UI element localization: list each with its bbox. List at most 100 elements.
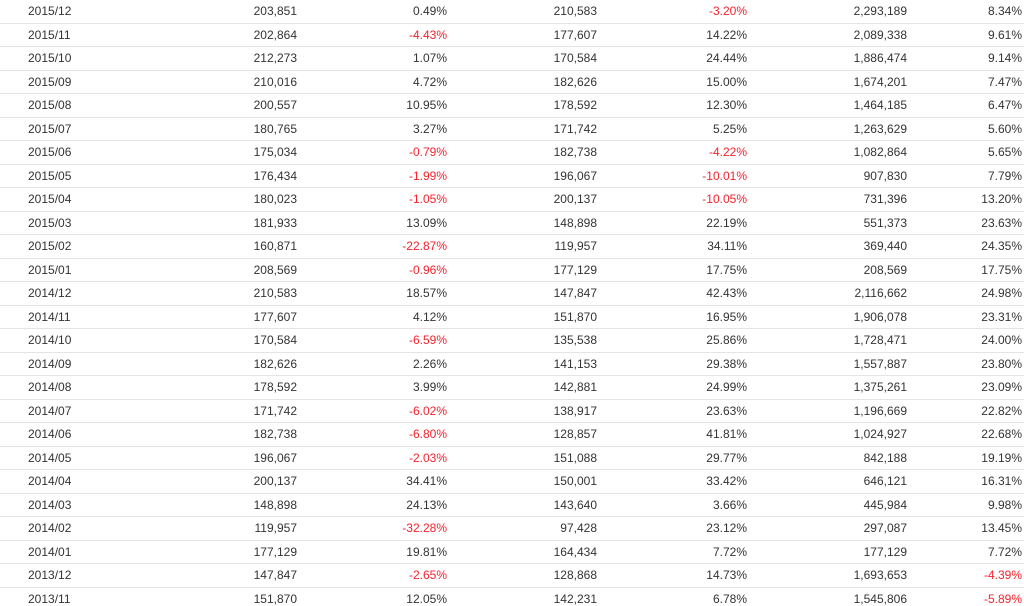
change-a-cell: -6.80% xyxy=(299,422,449,446)
value-b-cell: 210,583 xyxy=(449,0,599,23)
value-b-cell: 119,957 xyxy=(449,234,599,258)
value-b-cell: 182,626 xyxy=(449,69,599,94)
cumulative-change-cell: 23.09% xyxy=(909,375,1024,399)
month-cell: 2014/04 xyxy=(0,469,100,493)
cumulative-change-cell: -5.89% xyxy=(909,586,1024,606)
value-b-cell: 143,640 xyxy=(449,492,599,517)
cumulative-cell: 1,728,471 xyxy=(749,328,909,352)
month-cell: 2014/03 xyxy=(0,492,100,517)
cumulative-change-cell: 5.60% xyxy=(909,116,1024,141)
month-cell: 2014/10 xyxy=(0,328,100,352)
value-a-cell: 182,626 xyxy=(100,351,299,376)
month-cell: 2015/11 xyxy=(0,22,100,47)
change-b-cell: 23.12% xyxy=(599,516,749,540)
value-b-cell: 97,428 xyxy=(449,516,599,540)
table-row: 2014/01 177,129 19.81% 164,434 7.72% 177,129 7… xyxy=(0,539,1024,564)
cumulative-cell: 1,545,806 xyxy=(749,586,909,606)
month-label: 2014/02 xyxy=(28,521,72,536)
change-b-cell: 5.25% xyxy=(599,116,749,141)
cumulative-cell: 445,984 xyxy=(749,492,909,517)
change-b-cell: -10.01% xyxy=(599,163,749,188)
cumulative-cell: 1,557,887 xyxy=(749,351,909,376)
cumulative-change-cell: 8.34% xyxy=(909,0,1024,23)
value-b-cell: 196,067 xyxy=(449,163,599,188)
value-b-cell: 142,881 xyxy=(449,375,599,399)
value-a-cell: 180,023 xyxy=(100,187,299,211)
month-label: 2014/10 xyxy=(28,333,72,348)
month-label: 2015/12 xyxy=(28,4,72,19)
table-row: 2013/11 151,870 12.05% 142,231 6.78% 1,545,80… xyxy=(0,586,1024,606)
month-label: 2015/02 xyxy=(28,239,72,254)
cumulative-change-cell: 17.75% xyxy=(909,257,1024,282)
value-a-cell: 210,016 xyxy=(100,69,299,94)
month-cell: 2013/12 xyxy=(0,563,100,587)
cumulative-cell: 907,830 xyxy=(749,163,909,188)
table-row: 2015/02 160,871 -22.87% 119,957 34.11% 369,44… xyxy=(0,234,1024,258)
cumulative-cell: 1,693,653 xyxy=(749,563,909,587)
month-label: 2014/01 xyxy=(28,544,72,559)
value-a-cell: 210,583 xyxy=(100,281,299,305)
value-b-cell: 151,870 xyxy=(449,304,599,329)
value-b-cell: 142,231 xyxy=(449,586,599,606)
table-row: 2015/07 180,765 3.27% 171,742 5.25% 1,263,629… xyxy=(0,116,1024,141)
month-label: 2015/07 xyxy=(28,121,72,136)
change-a-cell: 4.72% xyxy=(299,69,449,94)
cumulative-cell: 1,263,629 xyxy=(749,116,909,141)
value-a-cell: 182,738 xyxy=(100,422,299,446)
table-row: 2015/10 212,273 1.07% 170,584 24.44% 1,886,47… xyxy=(0,46,1024,70)
change-a-cell: 10.95% xyxy=(299,93,449,117)
cumulative-cell: 1,464,185 xyxy=(749,93,909,117)
value-a-cell: 147,847 xyxy=(100,563,299,587)
value-a-cell: 171,742 xyxy=(100,398,299,423)
month-label: 2015/09 xyxy=(28,74,72,89)
month-label: 2014/07 xyxy=(28,403,72,418)
month-cell: 2015/09 xyxy=(0,69,100,94)
value-b-cell: 164,434 xyxy=(449,539,599,564)
cumulative-change-cell: 7.72% xyxy=(909,539,1024,564)
month-cell: 2014/05 xyxy=(0,445,100,470)
change-a-cell: 19.81% xyxy=(299,539,449,564)
cumulative-change-cell: 16.31% xyxy=(909,469,1024,493)
month-label: 2014/08 xyxy=(28,380,72,395)
cumulative-change-cell: 22.68% xyxy=(909,422,1024,446)
cumulative-cell: 369,440 xyxy=(749,234,909,258)
change-b-cell: 33.42% xyxy=(599,469,749,493)
cumulative-cell: 2,089,338 xyxy=(749,22,909,47)
change-b-cell: 17.75% xyxy=(599,257,749,282)
table-row: 2014/08 178,592 3.99% 142,881 24.99% 1,375,26… xyxy=(0,375,1024,399)
value-a-cell: 177,129 xyxy=(100,539,299,564)
change-a-cell: -32.28% xyxy=(299,516,449,540)
change-a-cell: -4.43% xyxy=(299,22,449,47)
value-a-cell: 177,607 xyxy=(100,304,299,329)
table-row: 2015/06 175,034 -0.79% 182,738 -4.22% 1,082,8… xyxy=(0,140,1024,164)
cumulative-change-cell: 6.47% xyxy=(909,93,1024,117)
month-cell: 2013/11 xyxy=(0,586,100,606)
value-a-cell: 170,584 xyxy=(100,328,299,352)
change-a-cell: 2.26% xyxy=(299,351,449,376)
change-b-cell: 12.30% xyxy=(599,93,749,117)
month-cell: 2015/10 xyxy=(0,46,100,70)
change-a-cell: -0.96% xyxy=(299,257,449,282)
change-b-cell: 42.43% xyxy=(599,281,749,305)
value-a-cell: 202,864 xyxy=(100,22,299,47)
change-b-cell: 29.77% xyxy=(599,445,749,470)
table-row: 2015/09 210,016 4.72% 182,626 15.00% 1,674,20… xyxy=(0,69,1024,94)
value-a-cell: 148,898 xyxy=(100,492,299,517)
month-cell: 2015/06 xyxy=(0,140,100,164)
cumulative-cell: 177,129 xyxy=(749,539,909,564)
change-a-cell: 12.05% xyxy=(299,586,449,606)
month-label: 2015/08 xyxy=(28,98,72,113)
value-a-cell: 196,067 xyxy=(100,445,299,470)
month-label: 2015/11 xyxy=(28,27,71,42)
month-label: 2014/11 xyxy=(28,309,71,324)
value-a-cell: 212,273 xyxy=(100,46,299,70)
cumulative-change-cell: 9.98% xyxy=(909,492,1024,517)
cumulative-cell: 1,886,474 xyxy=(749,46,909,70)
cumulative-cell: 1,024,927 xyxy=(749,422,909,446)
cumulative-cell: 2,116,662 xyxy=(749,281,909,305)
value-b-cell: 138,917 xyxy=(449,398,599,423)
table-row: 2014/06 182,738 -6.80% 128,857 41.81% 1,024,9… xyxy=(0,422,1024,446)
change-b-cell: 3.66% xyxy=(599,492,749,517)
change-a-cell: 3.99% xyxy=(299,375,449,399)
